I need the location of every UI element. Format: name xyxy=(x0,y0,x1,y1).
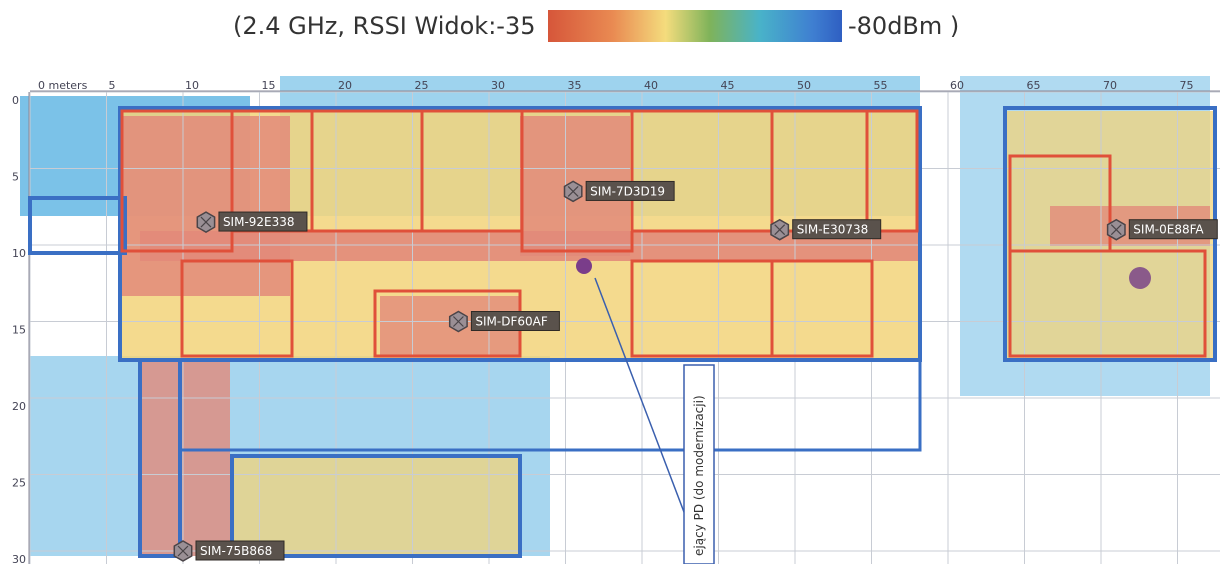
y-tick-label: 5 xyxy=(12,171,19,184)
south-block-outline xyxy=(178,358,922,452)
access-point[interactable]: SIM-0E88FA xyxy=(1106,218,1218,241)
access-point-label: SIM-75B868 xyxy=(200,544,272,558)
west-wing-outline xyxy=(28,196,127,255)
callout-line xyxy=(594,277,696,542)
access-point[interactable]: SIM-92E338 xyxy=(196,211,308,233)
coverage-strong-area xyxy=(140,361,230,556)
y-tick-label: 0 xyxy=(12,94,19,107)
access-point-icon-mark xyxy=(452,316,464,327)
access-point[interactable]: SIM-DF60AF xyxy=(448,310,560,333)
access-point-label: SIM-DF60AF xyxy=(475,315,547,329)
room-wall xyxy=(865,109,919,233)
access-point-label-box xyxy=(470,311,560,331)
access-point-label-box xyxy=(1128,219,1218,240)
x-tick-label: 60 xyxy=(950,79,964,92)
room-wall xyxy=(180,259,294,358)
access-point-label: SIM-7D3D19 xyxy=(590,184,665,198)
access-point[interactable]: SIM-E30738 xyxy=(770,218,882,241)
access-points[interactable]: SIM-92E338 SIM-7D3D19 SIM-E30738 SIM-0E88FA… xyxy=(173,180,1218,562)
access-point-label-box xyxy=(792,219,882,240)
access-point[interactable]: SIM-75B868 xyxy=(173,540,285,562)
south-room-outline xyxy=(230,454,522,558)
access-point-label-box xyxy=(195,540,285,561)
y-tick-label: 20 xyxy=(12,400,26,413)
x-tick-label: 70 xyxy=(1103,79,1117,92)
y-tick-label: 30 xyxy=(12,553,26,564)
interior-walls xyxy=(120,109,1207,358)
meter-grid xyxy=(28,90,1220,564)
access-point-label-box xyxy=(585,180,675,201)
x-axis-unit-label: 0 meters xyxy=(38,79,88,92)
access-point-label: SIM-0E88FA xyxy=(1133,223,1204,237)
rssi-legend: (2.4 GHz, RSSI Widok:-35 -80dBm ) xyxy=(0,0,1220,56)
x-tick-label: 20 xyxy=(338,79,352,92)
coverage-strong-area xyxy=(120,116,290,296)
x-tick-label: 65 xyxy=(1027,79,1041,92)
access-point-icon-mark xyxy=(1110,224,1122,236)
access-point[interactable]: SIM-7D3D19 xyxy=(563,180,675,203)
access-point-icon-mark xyxy=(774,224,786,236)
floor-plan-heatmap[interactable]: 5 10 15 20 25 30 35 40 45 50 55 60 65 70 75 0 5 10 15 20 25… xyxy=(0,56,1220,564)
x-tick-label: 15 xyxy=(262,79,276,92)
y-tick-label: 15 xyxy=(12,324,26,337)
heatmap-canvas[interactable]: 5 10 15 20 25 30 35 40 45 50 55 60 65 70 75 0 5 10 15 20 25… xyxy=(0,56,1220,564)
legacy-ap-marker[interactable] xyxy=(1129,267,1151,289)
legend-color-scale xyxy=(548,10,842,42)
access-point-label: SIM-92E338 xyxy=(223,215,295,229)
x-tick-label: 25 xyxy=(415,79,429,92)
callout-box xyxy=(683,364,715,564)
access-point-icon-mark xyxy=(567,186,579,197)
south-corridor-outline xyxy=(138,358,182,558)
building-walls xyxy=(28,106,1217,558)
callout-text: ejący PD (do modernizacji) xyxy=(692,395,706,556)
x-tick-label: 35 xyxy=(568,79,582,92)
callout: ejący PD (do modernizacji) xyxy=(576,258,1151,564)
x-tick-label: 45 xyxy=(721,79,735,92)
x-axis-ticks: 5 10 15 20 25 30 35 40 45 50 55 60 65 70 75 xyxy=(109,79,1194,92)
coverage-mid-area xyxy=(230,456,520,556)
x-tick-label: 30 xyxy=(491,79,505,92)
coverage-layer xyxy=(20,76,1215,556)
x-tick-label: 10 xyxy=(185,79,199,92)
x-tick-label: 50 xyxy=(797,79,811,92)
x-tick-label: 75 xyxy=(1180,79,1194,92)
legacy-ap-marker[interactable] xyxy=(576,258,592,274)
legend-left-label: (2.4 GHz, RSSI Widok:-35 xyxy=(233,12,536,40)
x-tick-label: 40 xyxy=(644,79,658,92)
x-tick-label: 5 xyxy=(109,79,116,92)
y-tick-label: 10 xyxy=(12,247,26,260)
y-axis-ticks: 0 5 10 15 20 25 30 xyxy=(12,94,26,564)
access-point-label-box xyxy=(218,211,308,232)
legend-right-label: -80dBm ) xyxy=(848,12,960,40)
y-tick-label: 25 xyxy=(12,477,26,490)
access-point-icon-mark xyxy=(200,216,212,228)
access-point-icon-mark xyxy=(177,545,189,557)
x-tick-label: 55 xyxy=(874,79,888,92)
room-wall xyxy=(1008,249,1207,358)
room-wall xyxy=(770,259,874,358)
access-point-label: SIM-E30738 xyxy=(797,223,869,237)
